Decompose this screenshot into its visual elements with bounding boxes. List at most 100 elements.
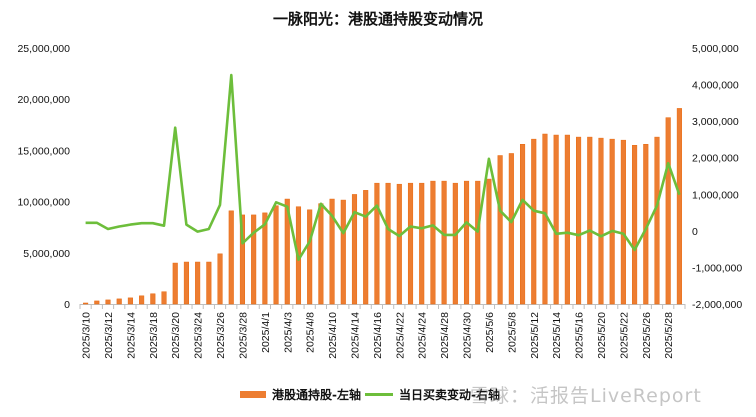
bar-holding bbox=[475, 180, 481, 305]
bar-holding bbox=[329, 198, 335, 305]
bar-holding bbox=[564, 134, 570, 305]
bar-holding bbox=[262, 212, 268, 305]
x-axis-tick-label: 2025/4/16 bbox=[372, 312, 384, 359]
x-axis-tick-label: 2025/4/22 bbox=[394, 312, 406, 359]
bar-holding bbox=[463, 180, 470, 305]
bar-holding bbox=[206, 261, 212, 305]
bar-holding bbox=[553, 134, 559, 305]
bar-holding bbox=[654, 136, 660, 305]
bar-holding bbox=[307, 209, 313, 305]
bar-holding bbox=[676, 108, 682, 305]
right-axis-tick-label: -1,000,000 bbox=[692, 262, 742, 274]
bar-holding bbox=[374, 182, 380, 305]
x-axis-tick-label: 2025/4/10 bbox=[327, 312, 339, 359]
legend-line-label: 当日买卖变动-右轴 bbox=[398, 388, 500, 402]
right-axis-tick-label: 0 bbox=[692, 226, 698, 238]
bar-holding bbox=[150, 293, 156, 305]
bar-holding bbox=[598, 137, 604, 305]
bar-holding bbox=[195, 261, 201, 305]
x-axis-tick-label: 2025/3/28 bbox=[237, 312, 249, 359]
x-axis-tick-label: 2025/5/28 bbox=[663, 312, 675, 359]
x-axis-tick-label: 2025/5/6 bbox=[484, 312, 496, 353]
bar-holding bbox=[542, 133, 548, 305]
x-axis-tick-label: 2025/3/12 bbox=[103, 312, 115, 359]
bar-holding bbox=[441, 180, 447, 305]
bar-holding bbox=[508, 153, 514, 305]
bar-holding bbox=[183, 261, 189, 305]
legend-bar-swatch bbox=[240, 391, 266, 398]
x-axis-tick-label: 2025/4/8 bbox=[305, 312, 317, 353]
x-axis-tick-label: 2025/5/22 bbox=[618, 312, 630, 359]
line-daily-change bbox=[85, 73, 681, 262]
x-axis-tick-label: 2025/5/16 bbox=[574, 312, 586, 359]
chart-title: 一脉阳光：港股通持股变动情况 bbox=[272, 10, 483, 28]
bar-holding bbox=[531, 138, 537, 305]
bar-holding bbox=[576, 136, 582, 305]
x-axis-tick-label: 2025/3/14 bbox=[125, 312, 137, 359]
x-axis-tick-label: 2025/5/12 bbox=[529, 312, 541, 359]
x-axis-tick-label: 2025/3/10 bbox=[81, 312, 93, 359]
bar-holding bbox=[284, 198, 290, 305]
bar-holding bbox=[127, 297, 133, 305]
bar-holding bbox=[419, 182, 425, 305]
x-axis-tick-label: 2025/3/18 bbox=[148, 312, 160, 359]
bar-holding bbox=[632, 145, 638, 305]
left-axis-tick-label: 20,000,000 bbox=[17, 94, 70, 106]
bar-holding bbox=[363, 190, 369, 305]
bar-holding bbox=[228, 210, 234, 305]
bar-holding bbox=[340, 199, 346, 305]
x-axis-tick-label: 2025/5/20 bbox=[596, 312, 608, 359]
bar-holding bbox=[351, 194, 358, 305]
bar-holding bbox=[609, 138, 615, 305]
x-axis-tick-label: 2025/4/28 bbox=[439, 312, 451, 359]
x-axis-tick-label: 2025/4/1 bbox=[260, 312, 272, 353]
left-axis-tick-label: 10,000,000 bbox=[17, 197, 70, 209]
right-axis-tick-label: 4,000,000 bbox=[692, 80, 739, 92]
right-axis-tick-label: 2,000,000 bbox=[692, 153, 739, 165]
left-axis-tick-label: 0 bbox=[64, 299, 70, 311]
x-axis-tick-label: 2025/4/3 bbox=[282, 312, 294, 353]
right-axis-tick-label: 5,000,000 bbox=[692, 43, 739, 55]
bar-holding bbox=[83, 302, 89, 305]
right-axis-tick-label: 1,000,000 bbox=[692, 189, 739, 201]
bar-holding bbox=[486, 178, 492, 305]
bar-holding bbox=[116, 298, 122, 305]
legend-line-swatch bbox=[364, 393, 393, 396]
x-axis-tick-label: 2025/5/26 bbox=[641, 312, 653, 359]
bar-holding bbox=[385, 182, 391, 305]
bar-holding bbox=[407, 182, 414, 305]
x-axis-tick-label: 2025/4/30 bbox=[462, 312, 474, 359]
bar-holding bbox=[620, 139, 626, 305]
bar-holding bbox=[273, 205, 279, 305]
bar-holding bbox=[665, 117, 671, 305]
bar-holding bbox=[519, 144, 526, 305]
left-axis-tick-label: 5,000,000 bbox=[23, 248, 70, 260]
bar-holding bbox=[105, 299, 111, 305]
x-axis-tick-label: 2025/3/20 bbox=[170, 312, 182, 359]
legend: 港股通持股-左轴 当日买卖变动-右轴 bbox=[240, 386, 500, 403]
bar-holding bbox=[587, 136, 593, 305]
left-axis-tick-label: 25,000,000 bbox=[17, 43, 70, 55]
bar-holding bbox=[239, 214, 246, 305]
bar-holding bbox=[94, 300, 100, 305]
bar-holding bbox=[217, 253, 223, 305]
bar-holding bbox=[396, 183, 402, 305]
bar-holding bbox=[318, 203, 324, 305]
right-axis-tick-label: 3,000,000 bbox=[692, 116, 739, 128]
bar-holding bbox=[161, 291, 167, 305]
bar-holding bbox=[430, 180, 436, 305]
bar-holding bbox=[251, 214, 257, 305]
right-axis-tick-label: -2,000,000 bbox=[692, 299, 742, 311]
bar-holding bbox=[139, 295, 145, 305]
legend-bar-label: 港股通持股-左轴 bbox=[272, 388, 361, 402]
x-axis-tick-label: 2025/3/26 bbox=[215, 312, 227, 359]
x-axis-tick-label: 2025/5/14 bbox=[551, 312, 563, 359]
x-axis-tick-label: 2025/4/24 bbox=[417, 312, 429, 359]
left-axis-tick-label: 15,000,000 bbox=[17, 145, 70, 157]
bar-holding bbox=[452, 182, 458, 305]
watermark: 雪球：活报告LiveReport bbox=[470, 385, 702, 407]
x-axis-tick-label: 2025/5/8 bbox=[506, 312, 518, 353]
bar-holding bbox=[172, 262, 178, 305]
